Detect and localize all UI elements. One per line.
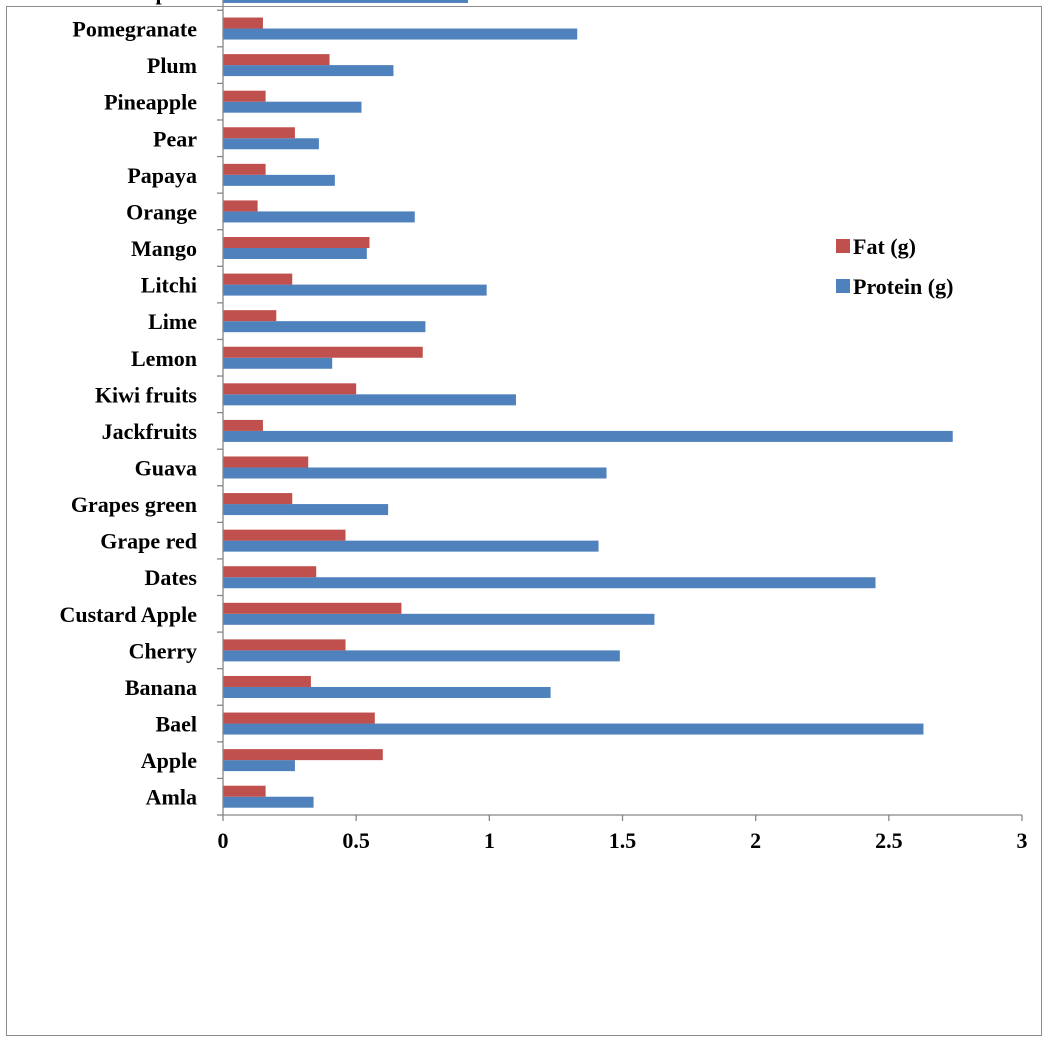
category-label-kiwi-fruits: Kiwi fruits [95,382,197,407]
bar-protein-mango [223,248,367,260]
category-label-plum: Plum [147,53,197,78]
bar-protein-amla [223,796,314,808]
bar-fat-grape-red [223,529,346,541]
category-label-mango: Mango [131,236,197,261]
bar-protein-pomegranate [223,28,578,40]
chart-frame [6,6,1042,1036]
bar-protein-litchi [223,284,487,296]
category-label-litchi: Litchi [141,273,197,298]
bar-protein-kiwi-fruits [223,394,516,406]
bar-fat-pineapple [223,90,266,102]
bar-protein-pear [223,138,319,150]
x-tick-label-2-5: 2.5 [875,828,903,853]
x-tick-label-1: 1 [484,828,495,853]
bar-fat-lime [223,310,277,322]
category-label-lime: Lime [148,309,197,334]
category-label-custard-apple: Custard Apple [59,602,197,627]
bar-protein-bael [223,723,924,735]
bar-protein-grape-red [223,540,599,552]
category-label-apple: Apple [141,748,197,773]
bar-protein-orange [223,211,415,223]
legend-label-protein-g: Protein (g) [853,274,953,299]
bar-fat-custard-apple [223,602,402,614]
x-tick-label-2: 2 [750,828,761,853]
bar-fat-orange [223,200,258,212]
category-label-grape-red: Grape red [100,529,197,554]
bar-fat-apple [223,749,383,761]
category-label-bael: Bael [155,712,197,737]
category-label-amla: Amla [146,785,197,810]
bar-fat-plum [223,54,330,66]
category-label-cherry: Cherry [129,638,197,663]
category-label-orange: Orange [126,199,197,224]
category-label-pear: Pear [153,126,197,151]
category-label-pomegranate: Pomegranate [72,17,197,42]
category-label-sapota: Sapota [132,0,197,5]
bar-protein-pineapple [223,101,362,113]
bar-fat-kiwi-fruits [223,383,357,395]
bar-protein-banana [223,686,551,698]
bar-fat-guava [223,456,309,468]
bar-fat-lemon [223,346,423,358]
bar-protein-papaya [223,174,335,186]
category-label-banana: Banana [125,675,197,700]
bar-fat-pomegranate [223,17,263,29]
bar-protein-dates [223,577,876,589]
bar-protein-jackfruits [223,430,953,442]
category-label-lemon: Lemon [131,346,197,371]
x-tick-label-3: 3 [1017,828,1028,853]
category-label-dates: Dates [144,565,197,590]
bar-protein-cherry [223,650,620,662]
bar-fat-pear [223,127,295,139]
x-tick-label-0: 0 [218,828,229,853]
bar-protein-plum [223,65,394,77]
bar-fat-banana [223,675,311,687]
x-tick-label-0-5: 0.5 [342,828,370,853]
bar-fat-amla [223,785,266,797]
bar-protein-grapes-green [223,504,389,516]
x-tick-label-1-5: 1.5 [609,828,637,853]
bar-fat-bael [223,712,375,724]
bar-protein-lemon [223,357,333,369]
bar-protein-custard-apple [223,613,655,625]
bar-protein-apple [223,760,295,772]
category-label-jackfruits: Jackfruits [102,419,198,444]
legend-swatch-protein-g [836,279,850,293]
bar-fat-jackfruits [223,419,263,431]
category-label-grapes-green: Grapes green [71,492,197,517]
legend-label-fat-g: Fat (g) [853,234,916,259]
category-label-guava: Guava [135,455,197,480]
bar-fat-papaya [223,163,266,175]
bar-fat-dates [223,566,317,578]
bar-fat-grapes-green [223,493,293,505]
bar-fat-mango [223,237,370,249]
bar-protein-guava [223,467,607,479]
legend: Fat (g) Protein (g) [836,234,953,299]
category-label-papaya: Papaya [127,163,197,188]
legend-swatch-fat-g [836,239,850,253]
bar-fat-litchi [223,273,293,285]
bar-fat-cherry [223,639,346,651]
bar-protein-sapota [223,0,469,3]
bar-protein-lime [223,321,426,333]
category-label-pineapple: Pineapple [104,90,197,115]
